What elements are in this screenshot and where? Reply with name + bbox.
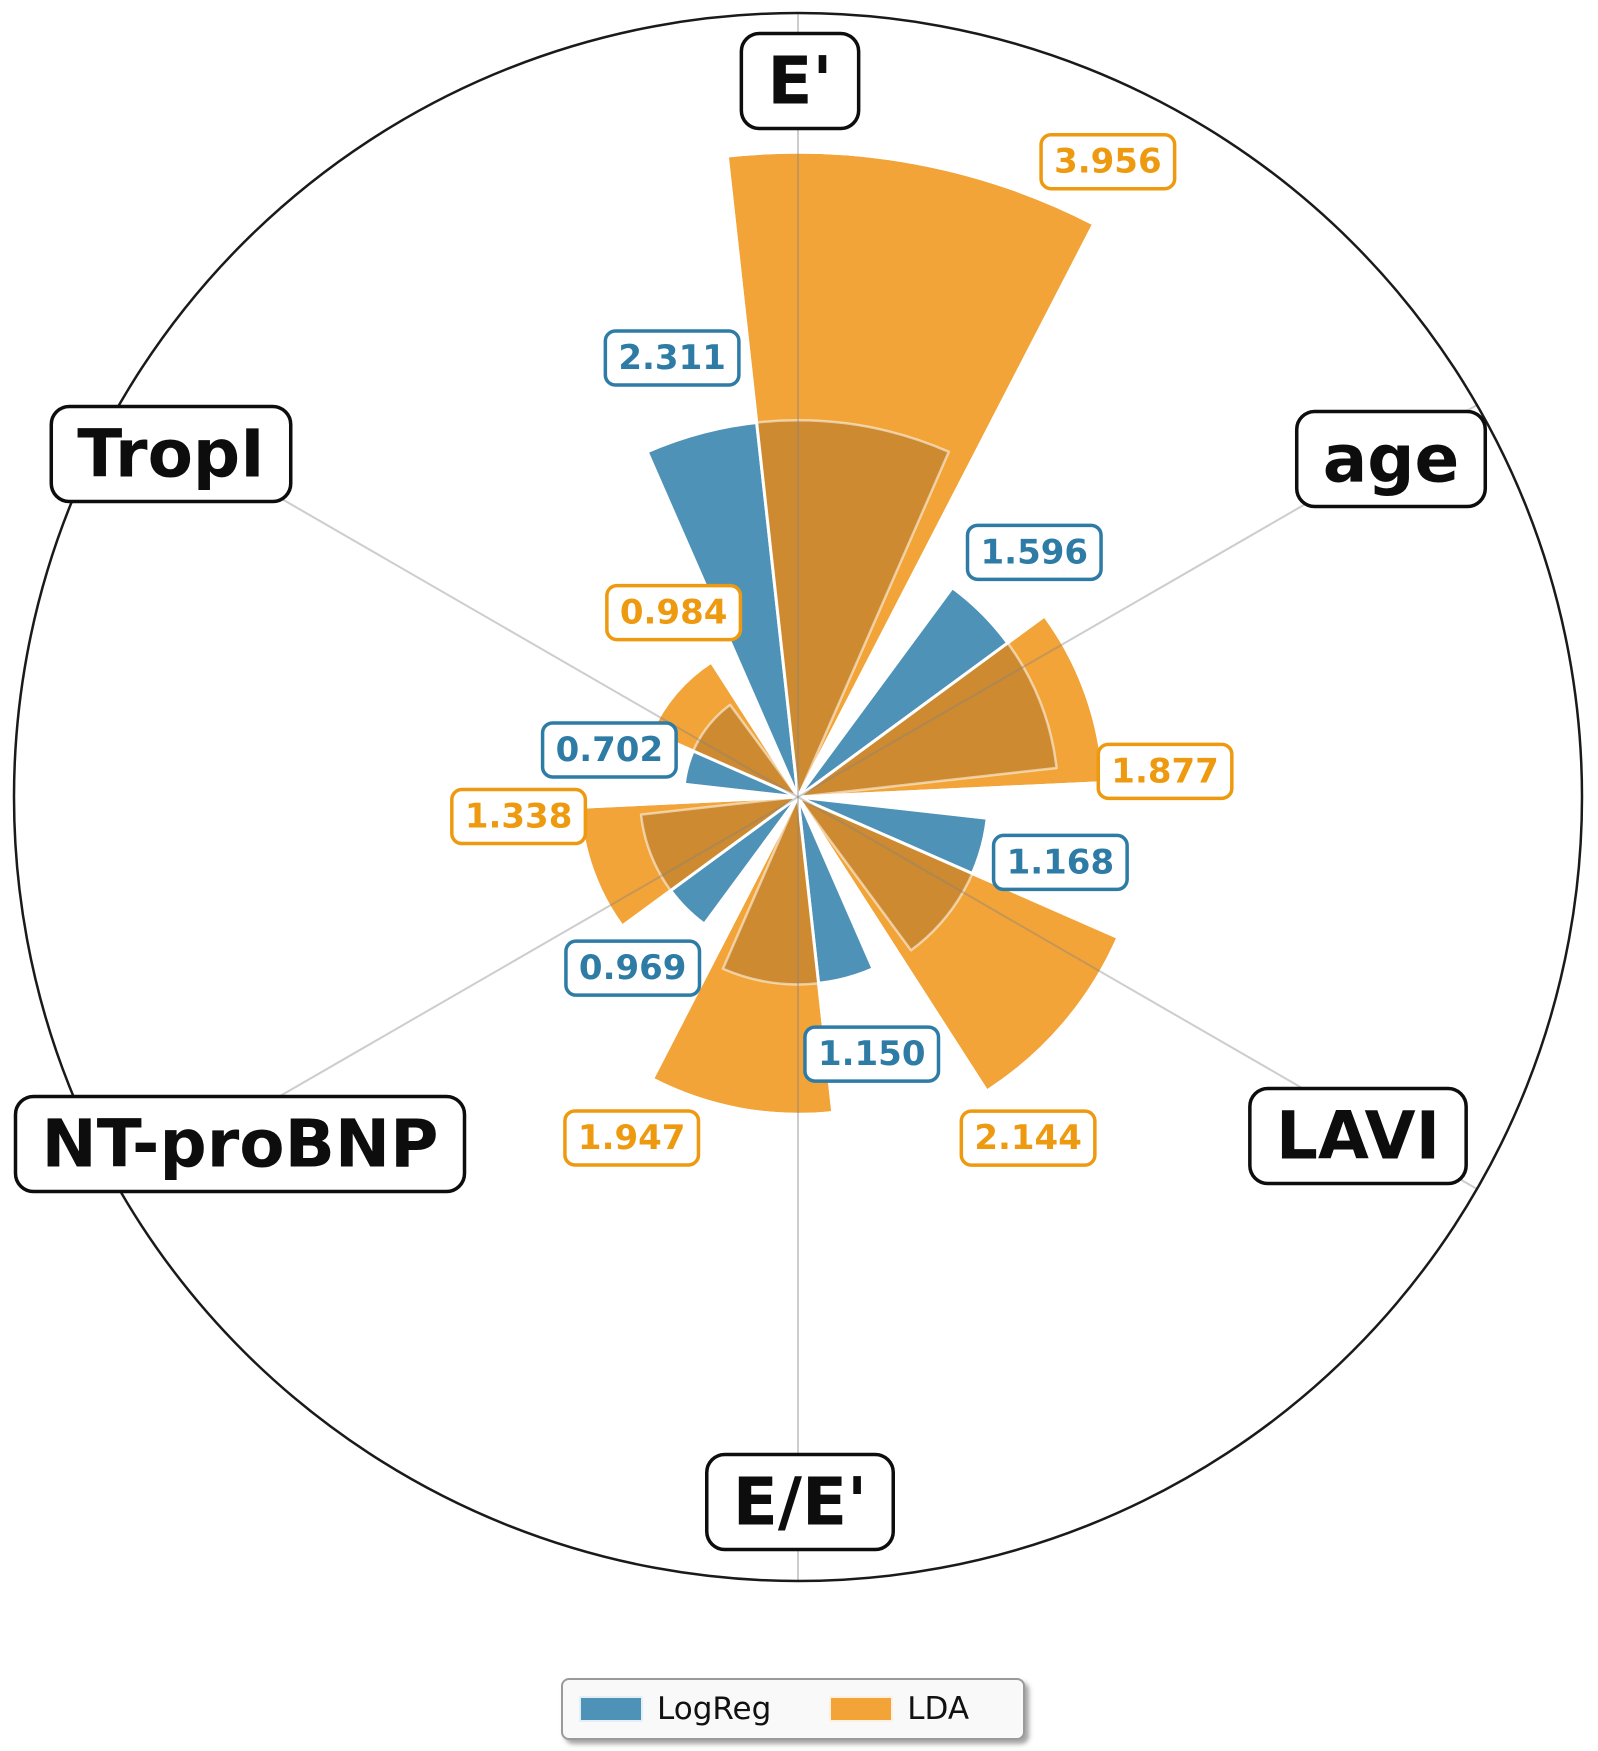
category-label-4: NT-proBNP <box>13 1094 467 1194</box>
svg-text:0.969: 0.969 <box>579 948 687 988</box>
value-label-lda-2-box <box>959 1109 1097 1167</box>
value-label-lda-3: 1.947 <box>563 1109 701 1167</box>
category-label-4-box <box>13 1094 467 1194</box>
category-label-5-box <box>49 404 293 504</box>
wedge-lda-edge-2 <box>796 795 1120 1093</box>
legend: LogReg LDA <box>561 1678 1025 1740</box>
category-label-5: TropI <box>49 404 293 504</box>
svg-text:TropI: TropI <box>77 416 264 493</box>
wedge-overlap-3 <box>722 797 833 985</box>
svg-text:1.947: 1.947 <box>578 1118 686 1158</box>
value-label-logreg-3: 1.150 <box>803 1025 941 1083</box>
logreg-swatch <box>579 1696 643 1722</box>
legend-label-logreg: LogReg <box>657 1690 772 1727</box>
svg-text:1.877: 1.877 <box>1111 751 1219 791</box>
wedge-lda-edge-3 <box>650 795 835 1116</box>
value-label-lda-5: 0.984 <box>605 583 743 642</box>
value-label-logreg-1-box <box>965 523 1103 582</box>
svg-text:1.168: 1.168 <box>1007 842 1115 882</box>
value-label-logreg-2: 1.168 <box>991 833 1129 892</box>
value-label-lda-2: 2.144 <box>959 1109 1097 1167</box>
wedge-logreg-edge-2 <box>796 795 989 952</box>
value-label-lda-1: 1.877 <box>1096 742 1234 801</box>
legend-label-lda: LDA <box>907 1690 970 1727</box>
svg-text:LAVI: LAVI <box>1276 1098 1440 1175</box>
svg-text:0.984: 0.984 <box>620 593 728 633</box>
wedge-logreg-edge-1 <box>796 586 1058 799</box>
value-label-logreg-1: 1.596 <box>965 523 1103 582</box>
legend-item-lda: LDA <box>829 1690 970 1727</box>
value-label-logreg-2-box <box>991 833 1129 892</box>
svg-text:E': E' <box>767 43 832 120</box>
svg-text:3.956: 3.956 <box>1054 142 1162 182</box>
value-label-logreg-5: 0.702 <box>540 721 678 779</box>
lda-swatch <box>829 1696 894 1722</box>
svg-text:0.702: 0.702 <box>556 730 664 770</box>
value-label-lda-4-box <box>450 787 588 846</box>
category-label-3-box <box>705 1452 895 1552</box>
svg-text:2.311: 2.311 <box>618 338 726 378</box>
category-label-0-box <box>739 31 861 131</box>
value-label-logreg-5-box <box>540 721 678 779</box>
value-label-logreg-0-box <box>603 329 741 387</box>
value-label-lda-0-box <box>1039 132 1177 191</box>
category-label-1: age <box>1294 409 1488 509</box>
wedge-overlap-5 <box>684 704 798 797</box>
legend-item-logreg: LogReg <box>579 1690 772 1727</box>
polar-outline <box>12 11 1584 1583</box>
svg-text:1.338: 1.338 <box>465 797 573 837</box>
wedge-logreg-edge-4 <box>639 795 800 926</box>
category-label-2-box <box>1248 1086 1468 1186</box>
wedge-logreg-edge-5 <box>683 703 800 799</box>
value-label-lda-4: 1.338 <box>450 787 588 846</box>
svg-text:age: age <box>1323 421 1460 498</box>
value-label-lda-3-box <box>563 1109 701 1167</box>
wedge-lda-edge-0 <box>725 150 1096 799</box>
value-label-logreg-4: 0.969 <box>564 939 702 997</box>
category-label-0: E' <box>739 31 861 131</box>
category-label-3: E/E' <box>705 1452 895 1552</box>
category-label-2: LAVI <box>1248 1086 1468 1186</box>
value-label-lda-1-box <box>1096 742 1234 801</box>
value-label-logreg-0: 2.311 <box>603 329 741 387</box>
svg-text:E/E': E/E' <box>733 1464 867 1541</box>
value-label-logreg-4-box <box>564 939 702 997</box>
wedge-logreg-edge-3 <box>721 795 875 986</box>
value-label-logreg-3-box <box>803 1025 941 1083</box>
wedge-logreg-edge-0 <box>645 419 951 799</box>
svg-text:2.144: 2.144 <box>974 1118 1082 1158</box>
category-label-1-box <box>1294 409 1488 509</box>
svg-text:NT-proBNP: NT-proBNP <box>42 1106 439 1183</box>
value-label-lda-0: 3.956 <box>1039 132 1177 191</box>
wedge-overlap-0 <box>727 420 949 797</box>
wedge-overlap-4 <box>641 797 798 925</box>
svg-text:1.596: 1.596 <box>981 532 1089 572</box>
value-label-lda-5-box <box>605 583 743 642</box>
svg-text:1.150: 1.150 <box>818 1034 926 1074</box>
